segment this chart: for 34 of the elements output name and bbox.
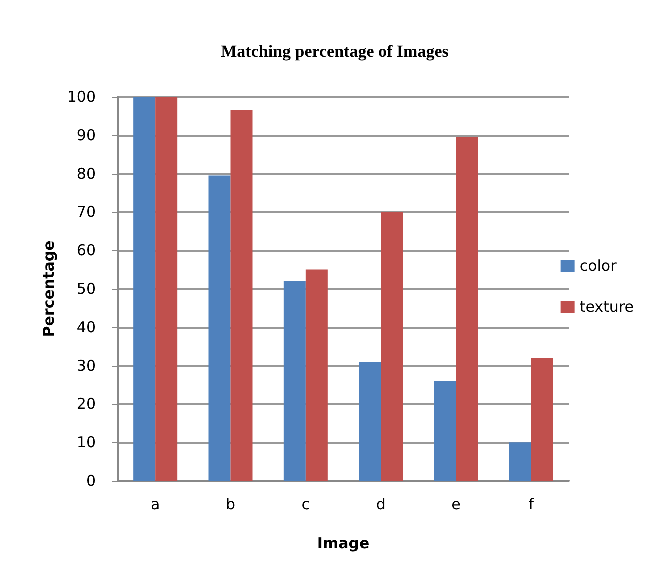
bar <box>434 381 456 481</box>
y-axis-title: Percentage <box>40 240 58 338</box>
y-tick-label: 10 <box>76 434 96 452</box>
bar <box>306 270 328 481</box>
bar <box>284 281 306 481</box>
x-tick-label: b <box>226 496 236 514</box>
y-tick-label: 90 <box>76 126 96 144</box>
y-tick-label: 70 <box>76 203 96 222</box>
bar <box>134 97 156 481</box>
bar <box>359 362 382 481</box>
y-tick-label: 100 <box>67 88 96 106</box>
y-tick-label: 50 <box>76 280 96 298</box>
bar <box>156 97 178 481</box>
x-tick-label: c <box>302 496 310 514</box>
chart-title: Matching percentage of Images <box>221 42 450 61</box>
x-tick-label: f <box>528 496 535 514</box>
x-tick-label: a <box>150 496 160 514</box>
legend-label: texture <box>580 298 634 316</box>
y-tick-label: 40 <box>76 318 96 336</box>
y-tick-label: 60 <box>76 242 96 260</box>
bar <box>509 442 532 481</box>
bar <box>230 110 253 481</box>
x-tick-label: d <box>376 496 386 514</box>
bar <box>381 212 404 481</box>
y-tick-label: 0 <box>86 472 96 490</box>
y-tick-label: 30 <box>76 356 96 375</box>
x-axis-title: Image <box>317 534 370 552</box>
x-tick-label: e <box>452 496 461 514</box>
legend-label: color <box>580 257 618 275</box>
bar <box>531 358 554 481</box>
y-tick-label: 20 <box>76 395 96 414</box>
bar <box>456 137 478 481</box>
y-tick-label: 80 <box>76 164 96 183</box>
bar <box>208 176 231 481</box>
